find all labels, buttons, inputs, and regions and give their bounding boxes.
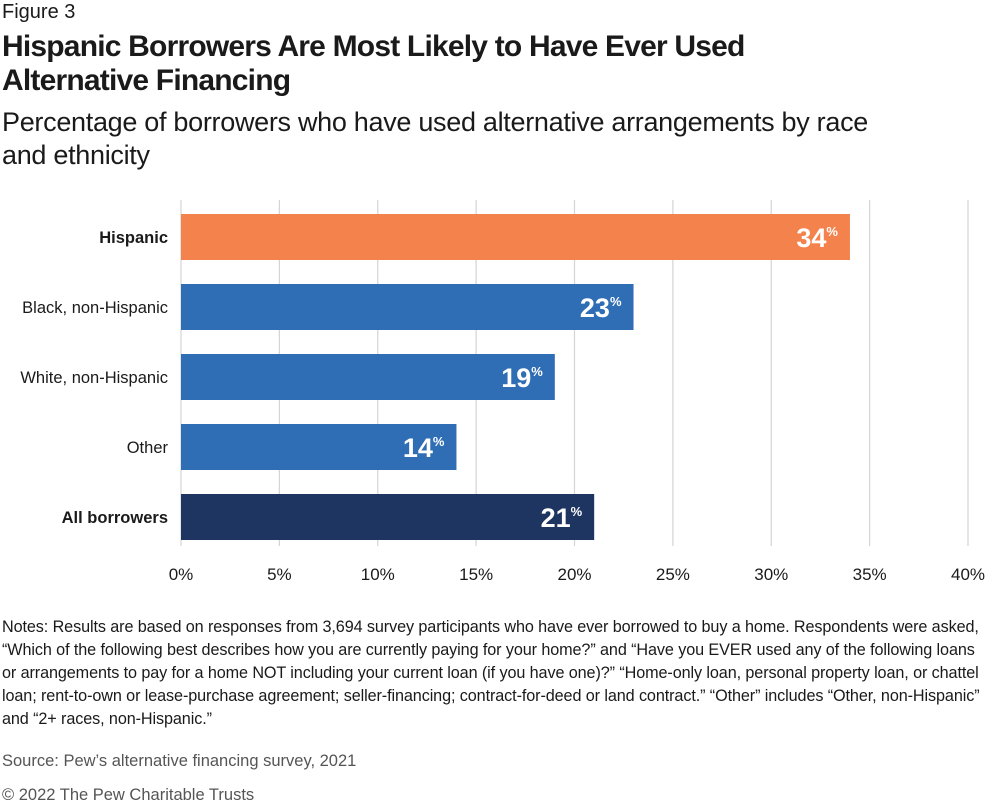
bar [181,214,850,260]
source-text: Source: Pew’s alternative financing surv… [2,752,357,770]
category-label: Other [127,439,169,457]
x-tick-label: 0% [169,565,194,584]
data-label: 21% [541,503,583,533]
notes-text: Notes: Results are based on responses fr… [2,618,980,728]
x-tick-label: 40% [951,565,985,584]
category-label: White, non-Hispanic [20,369,168,387]
category-label: All borrowers [62,509,168,527]
x-tick-label: 5% [267,565,292,584]
copyright-text: © 2022 The Pew Charitable Trusts [2,786,255,804]
x-tick-label: 20% [557,565,591,584]
category-label: Hispanic [99,229,168,247]
x-tick-label: 35% [853,565,887,584]
bar [181,424,457,470]
bar [181,354,555,400]
data-label: 19% [501,363,543,393]
chart-title: Hispanic Borrowers Are Most Likely to Ha… [2,30,745,97]
bar [181,494,595,540]
figure-label: Figure 3 [2,1,76,23]
x-tick-label: 25% [656,565,690,584]
x-tick-label: 30% [754,565,788,584]
category-label: Black, non-Hispanic [22,299,168,317]
bar-chart: 0% 5% 10% 15% 20% 25% 30% 35% 40% Hispanic 34% Blac… [20,200,985,584]
x-tick-label: 10% [361,565,395,584]
x-tick-label: 15% [459,565,493,584]
chart-subtitle: Percentage of borrowers who have used al… [2,107,868,170]
data-label: 23% [580,293,622,323]
bar [181,284,634,330]
data-label: 34% [796,223,838,253]
data-label: 14% [403,433,445,463]
